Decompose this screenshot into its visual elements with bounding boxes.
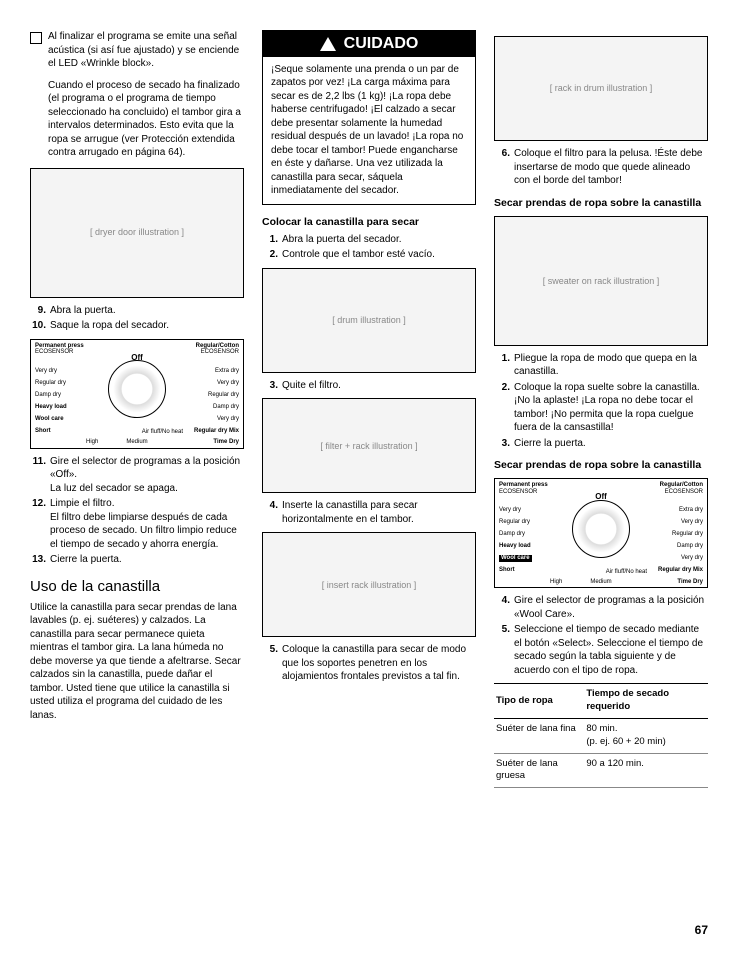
warning-cuidado: CUIDADO ¡Seque solamente una prenda o un… (262, 30, 476, 205)
column-2: CUIDADO ¡Seque solamente una prenda o un… (262, 30, 476, 788)
column-1: Al finalizar el programa se emite una se… (30, 30, 244, 788)
step-text: Abra la puerta. (50, 304, 116, 318)
steps-colocar: 1.Abra la puerta del secador. 2.Controle… (262, 233, 476, 262)
warning-body: ¡Seque solamente una prenda o un par de … (263, 57, 475, 204)
step-num: 11. (30, 455, 46, 496)
illustration-remove-filter: [ filter + rack illustration ] (262, 398, 476, 493)
table-header: Tiempo de secado requerido (584, 684, 708, 719)
dial-knob-icon (108, 360, 166, 418)
heading-secar-prendas-a: Secar prendas de ropa sobre la canastill… (494, 196, 708, 210)
step-text: Gire el selector de programas a la posic… (50, 455, 244, 496)
checkbox-paragraph: Al finalizar el programa se emite una se… (30, 30, 244, 71)
step-num: 9. (30, 304, 46, 318)
dial-illustration-off: Permanent pressECOSENSOR Regular/CottonE… (30, 339, 244, 449)
heading-uso-canastilla: Uso de la canastilla (30, 577, 244, 597)
heading-colocar-canastilla: Colocar la canastilla para secar (262, 215, 476, 229)
step-text: Cierre la puerta. (50, 553, 122, 567)
dial-illustration-woolcare: Permanent pressECOSENSOR Regular/CottonE… (494, 478, 708, 588)
illustration-clothes-on-rack: [ sweater on rack illustration ] (494, 216, 708, 346)
step-num: 10. (30, 319, 46, 333)
steps-secar-a: 1.Pliegue la ropa de modo que quepa en l… (494, 352, 708, 451)
para-process-finished: Cuando el proceso de secado ha finalizad… (48, 79, 244, 160)
para-wrinkle-block: Al finalizar el programa se emite una se… (48, 30, 244, 71)
illustration-insert-rack: [ insert rack illustration ] (262, 532, 476, 637)
warning-title: CUIDADO (344, 33, 419, 55)
step-text: Saque la ropa del secador. (50, 319, 169, 333)
drying-time-table: Tipo de ropa Tiempo de secado requerido … (494, 683, 708, 788)
checkbox-icon (30, 32, 42, 44)
step-text: Limpie el filtro.El filtro debe limpiars… (50, 497, 244, 551)
column-3: [ rack in drum illustration ] 6.Coloque … (494, 30, 708, 788)
steps-secar-b: 4.Gire el selector de programas a la pos… (494, 594, 708, 677)
illustration-empty-drum: [ drum illustration ] (262, 268, 476, 373)
table-header: Tipo de ropa (494, 684, 584, 719)
dial-knob-icon (572, 500, 630, 558)
illustration-place-filter: [ rack in drum illustration ] (494, 36, 708, 141)
warning-header: CUIDADO (263, 31, 475, 57)
warning-triangle-icon (320, 37, 336, 51)
page-number: 67 (695, 922, 708, 938)
steps-9-10: 9. Abra la puerta. 10. Saque la ropa del s… (30, 304, 244, 333)
table-row: Suéter de lana fina 80 min.(p. ej. 60 + … (494, 718, 708, 753)
heading-secar-prendas-b: Secar prendas de ropa sobre la canastill… (494, 458, 708, 472)
illustration-open-door: [ dryer door illustration ] (30, 168, 244, 298)
table-row: Suéter de lana gruesa 90 a 120 min. (494, 753, 708, 788)
para-uso-canastilla: Utilice la canastilla para secar prendas… (30, 601, 244, 723)
step-num: 13. (30, 553, 46, 567)
steps-11-13: 11. Gire el selector de programas a la p… (30, 455, 244, 567)
step-num: 12. (30, 497, 46, 551)
